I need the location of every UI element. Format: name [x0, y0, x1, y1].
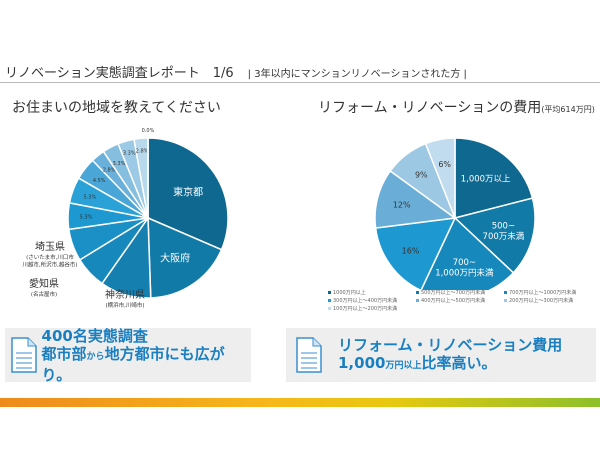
- document-icon: [11, 337, 37, 373]
- legend-label: 700万円以上～1000万円未満: [509, 290, 577, 296]
- box-line1: リフォーム・リノベーション費用: [338, 335, 563, 354]
- pie-slice: [374, 169, 457, 229]
- slice-value-label: 5.3%: [84, 194, 97, 200]
- legend-label: 100万円以上～200万円未満: [333, 306, 398, 312]
- pie-slice: [453, 197, 536, 274]
- t: 1,000: [338, 353, 386, 372]
- slice-value-label: 0.0%: [142, 128, 155, 134]
- slice-value-label: 4.5%: [93, 178, 106, 184]
- summary-box-left: 400名実態調査 都市部から地方都市にも広がり。: [5, 326, 251, 384]
- legend-swatch: [416, 299, 419, 302]
- report-subtitle: | 3年以内にマンションリノベーションされた方 |: [247, 69, 467, 80]
- slice-label: 1,000万以上: [461, 174, 511, 184]
- slice-value-label: 3.3%: [123, 151, 136, 157]
- box-line2: 1,000万円以上比率高い。: [338, 354, 562, 375]
- legend-item: 300万円以上～400万円未満: [328, 297, 416, 305]
- legend-swatch: [504, 291, 507, 294]
- document-icon: [296, 337, 322, 373]
- slice-label: 埼玉県: [35, 240, 65, 253]
- t: 万円以上: [385, 360, 422, 371]
- slice-label: 500~: [492, 221, 515, 231]
- legend-label: 300万円以上～400万円未満: [333, 298, 398, 304]
- slice-label: 大阪府: [160, 252, 190, 265]
- slice-value-label: 3.3%: [113, 161, 126, 167]
- slice-sublabel: (さいたま市,川口市: [26, 253, 74, 261]
- title-note: (平均614万円): [541, 105, 595, 114]
- legend-label: 500万円以上～700万円未満: [421, 290, 486, 296]
- header-divider: [0, 82, 600, 83]
- slice-value-label: 2.8%: [103, 168, 116, 174]
- legend-item: 700万円以上～1000万円未満: [504, 289, 592, 297]
- slice-value-label: 2.8%: [136, 148, 149, 154]
- cost-pie-chart: 1,000万以上 500~700万未満 700~1,000万円未満 16% 12% 9% 6…: [374, 137, 536, 290]
- legend-item: 1000万円以上: [328, 289, 416, 297]
- legend-swatch: [504, 299, 507, 302]
- legend-label: 1000万円以上: [333, 290, 366, 296]
- pie-slice: [454, 137, 534, 219]
- pie-slice: [424, 137, 456, 219]
- legend-label: 200万円以上～300万円未満: [509, 298, 574, 304]
- footer-gradient-bar: [0, 398, 600, 407]
- legend-item: 500万円以上～700万円未満: [416, 289, 504, 297]
- pie-slice: [147, 137, 229, 251]
- slice-label: 9%: [415, 171, 428, 180]
- slice-label: 12%: [393, 200, 411, 209]
- report-title: リノベーション実態調査レポート 1/6: [5, 66, 234, 81]
- legend-swatch: [328, 291, 331, 294]
- cost-legend: 1000万円以上 500万円以上～700万円未満 700万円以上～1000万円未満 3…: [328, 289, 593, 313]
- legend-item: 400万円以上～500万円未満: [416, 297, 504, 305]
- slice-label: 東京都: [173, 186, 203, 199]
- slice-sublabel: 川越市,所沢市,越谷市): [22, 261, 77, 269]
- box-line2: 都市部から地方都市にも広がり。: [42, 345, 251, 384]
- slice-value-label: 5.3%: [80, 215, 93, 221]
- t: 比率高い。: [421, 353, 497, 372]
- slice-label: 700万未満: [483, 231, 525, 242]
- slice-label: 神奈川県: [105, 288, 145, 301]
- legend-label: 400万円以上～500万円未満: [421, 298, 486, 304]
- title-text: リフォーム・リノベーションの費用: [318, 100, 542, 116]
- legend-item: 200万円以上～300万円未満: [504, 297, 592, 305]
- legend-swatch: [416, 291, 419, 294]
- t: から: [86, 351, 105, 362]
- slice-label: 6%: [438, 160, 451, 169]
- pie-slice: [374, 217, 457, 290]
- slice-label: 16%: [402, 246, 420, 255]
- pie-slice: [147, 216, 223, 299]
- right-section-title: リフォーム・リノベーションの費用(平均614万円): [318, 97, 595, 117]
- pie-slice: [420, 216, 515, 290]
- t: 地方都市にも広がり。: [41, 344, 225, 384]
- slice-label: 1,000万円未満: [435, 268, 494, 279]
- slice-label: 愛知県: [29, 277, 59, 290]
- slice-sublabel: (横浜市,川崎市): [105, 301, 144, 309]
- summary-box-right: リフォーム・リノベーション費用 1,000万円以上比率高い。: [286, 328, 596, 382]
- legend-swatch: [328, 307, 331, 310]
- slice-sublabel: (名古屋市): [31, 290, 57, 298]
- legend-swatch: [328, 299, 331, 302]
- box-line1: 400名実態調査: [41, 326, 148, 345]
- slice-label: 700~: [453, 258, 476, 268]
- t: 都市部: [41, 344, 87, 363]
- left-section-title: お住まいの地域を教えてください: [12, 100, 221, 116]
- page-header: リノベーション実態調査レポート 1/6 | 3年以内にマンションリノベーションされ…: [5, 62, 467, 81]
- legend-item: 100万円以上～200万円未満: [328, 305, 416, 313]
